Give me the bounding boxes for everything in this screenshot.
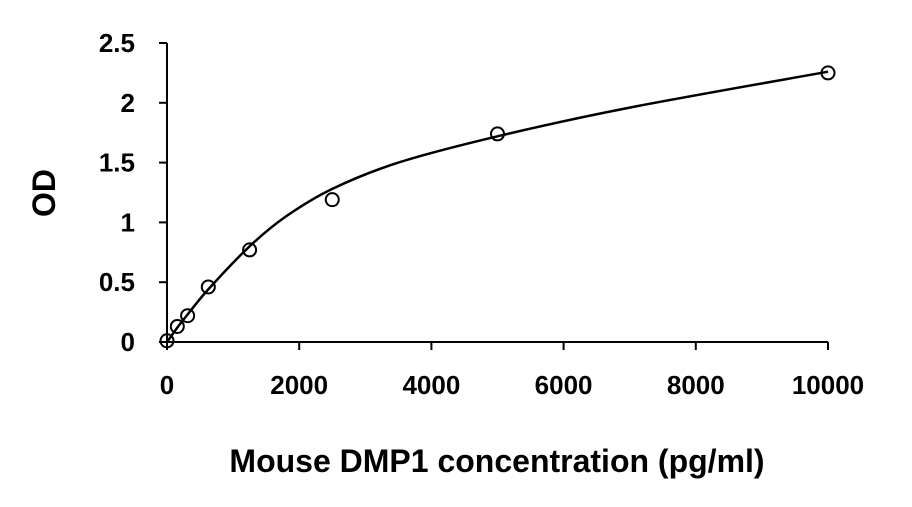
x-tick-label: 2000 (270, 370, 328, 400)
data-point-marker (159, 333, 175, 349)
axes (166, 43, 828, 343)
x-axis-title: Mouse DMP1 concentration (pg/ml) (229, 443, 764, 479)
data-point-marker (242, 242, 258, 258)
data-point-marker (490, 126, 505, 142)
data-point-marker (820, 65, 836, 81)
y-tick-label: 2 (121, 88, 135, 118)
data-point-marker (180, 308, 196, 324)
y-tick-label: 1 (121, 207, 135, 237)
fit-curve-layer (165, 70, 829, 343)
x-tick-label: 0 (160, 370, 174, 400)
fit-curve-line (165, 70, 829, 343)
data-points-layer (159, 65, 836, 349)
x-tick-label: 10000 (792, 370, 864, 400)
x-tick-label: 6000 (535, 370, 593, 400)
y-axis-title: OD (26, 169, 62, 217)
x-tick-label: 8000 (667, 370, 725, 400)
ticks: 0 0.5 1 1.5 2 2.5 0 2000 4000 6000 8000 10000 (99, 28, 864, 400)
y-tick-label: 0 (121, 327, 135, 357)
y-tick-label: 2.5 (99, 28, 135, 58)
y-tick-label: 0.5 (99, 267, 135, 297)
y-tick-label: 1.5 (99, 148, 135, 178)
data-point-marker (200, 279, 216, 295)
data-point-marker (324, 192, 340, 208)
data-point-marker (169, 318, 185, 334)
x-tick-label: 4000 (402, 370, 460, 400)
